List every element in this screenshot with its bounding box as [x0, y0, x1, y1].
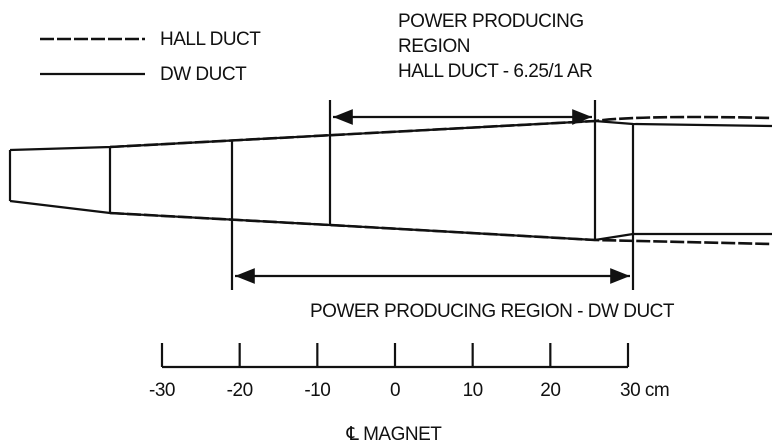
dw-bottom — [9, 199, 772, 242]
scale-label: -10 — [304, 380, 330, 401]
scale-label: 10 — [463, 380, 483, 401]
annotation: POWER PRODUCING REGION - DW DUCT — [310, 301, 675, 322]
annotation: HALL DUCT - 6.25/1 AR — [398, 61, 592, 82]
annotation: POWER PRODUCING — [398, 11, 584, 32]
scale-label: 30 cm — [620, 380, 669, 401]
legend-label: HALL DUCT — [160, 29, 261, 50]
hall-bottom — [109, 211, 772, 246]
scale-label: 20 — [540, 380, 560, 401]
scale: -30 -20 -10 0 10 20 30 cm — [149, 343, 670, 401]
legend-label: DW DUCT — [160, 64, 247, 85]
scale-label: 0 — [390, 380, 400, 401]
annotation: REGION — [398, 36, 470, 57]
dw-top — [9, 119, 772, 152]
scale-label: -20 — [227, 380, 253, 401]
scale-label: -30 — [149, 380, 175, 401]
scale-axis-label: ℄ MAGNET — [346, 424, 443, 445]
duct — [8, 100, 772, 290]
hall-top — [109, 115, 772, 149]
